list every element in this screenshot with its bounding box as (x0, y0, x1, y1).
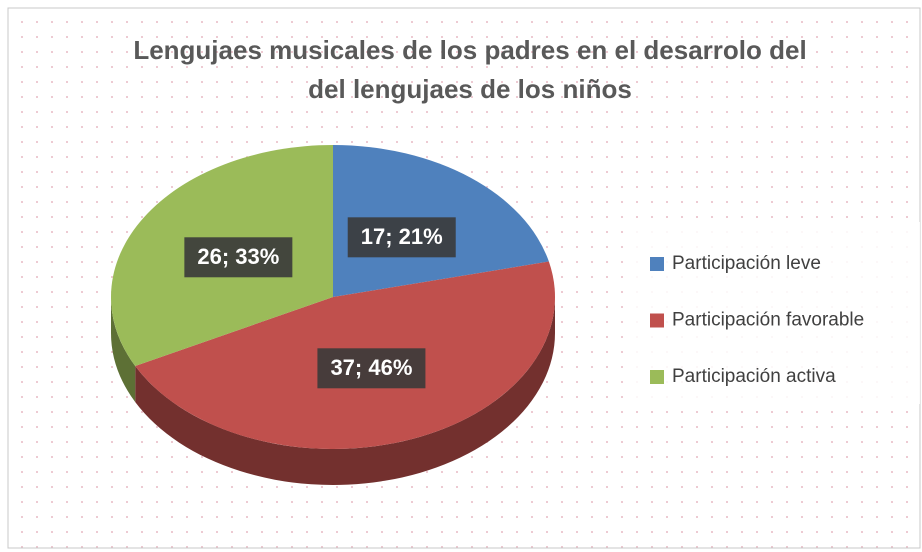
data-label: 26; 33% (197, 244, 279, 269)
chart-title: Lengujaes musicales de los padres en el … (133, 35, 806, 65)
legend-swatch (650, 370, 664, 384)
legend-label: Participación leve (672, 253, 821, 274)
chart-title: del lengujaes de los niños (308, 74, 632, 104)
legend-swatch (650, 313, 664, 328)
data-label-box (317, 348, 426, 389)
data-label-box (184, 237, 293, 278)
legend-swatch (650, 257, 664, 271)
data-label-box (347, 217, 456, 258)
legend-box (625, 222, 920, 404)
slice-side (111, 297, 136, 403)
legend-label: Participación favorable (672, 310, 864, 331)
slice-side (135, 297, 556, 485)
data-label: 17; 21% (361, 224, 443, 249)
data-label: 37; 46% (330, 355, 412, 380)
legend-label: Participación activa (672, 366, 836, 387)
